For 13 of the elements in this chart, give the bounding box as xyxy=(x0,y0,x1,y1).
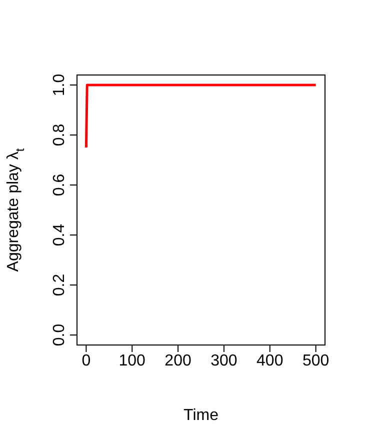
y-tick-label: 0.4 xyxy=(51,224,68,246)
x-tick-label: 400 xyxy=(256,352,284,370)
y-tick-label: 0.2 xyxy=(51,274,68,296)
y-tick-label: 0.0 xyxy=(51,324,68,346)
x-tick-label: 200 xyxy=(164,352,192,370)
y-tick-label: 1.0 xyxy=(51,74,68,96)
x-tick-label: 300 xyxy=(210,352,238,370)
x-axis-title: Time xyxy=(184,407,219,424)
x-tick-label: 500 xyxy=(302,352,330,370)
x-tick-label: 0 xyxy=(82,352,91,370)
x-tick-label: 100 xyxy=(118,352,146,370)
y-tick-label: 0.6 xyxy=(51,174,68,196)
y-tick-label: 0.8 xyxy=(51,124,68,146)
